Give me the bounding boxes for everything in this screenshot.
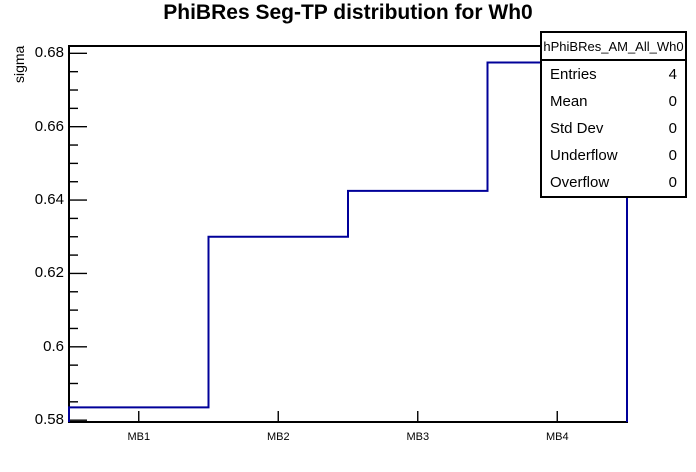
stats-row-value: 0 [668,120,677,137]
y-tick-label: 0.62 [34,264,64,282]
x-tick-label: MB1 [127,431,151,443]
y-tick-label: 0.64 [34,191,64,209]
stats-row-value: 0 [668,147,677,164]
stats-row-label: Std Dev [550,120,604,137]
stats-row-value: 0 [668,174,677,191]
y-tick-label: 0.66 [34,117,64,135]
plot-title: PhiBRes Seg-TP distribution for Wh0 [163,1,533,24]
y-tick-label: 0.68 [34,44,64,62]
stats-row-label: Overflow [550,174,610,191]
x-tick-label: MB3 [406,431,430,443]
stats-row-value: 0 [668,93,677,110]
stats-row-label: Underflow [550,147,618,164]
y-tick-label: 0.58 [34,411,64,429]
stats-rows: Entries 4 Mean 0 Std Dev 0 Underflow 0 Overflow 0 [542,61,685,196]
stats-row: Mean 0 [542,88,685,115]
stats-row-label: Entries [550,66,597,83]
stats-box[interactable]: hPhiBRes_AM_All_Wh0 Entries 4 Mean 0 Std Dev… [540,31,687,198]
stats-row: Overflow 0 [542,169,685,196]
stats-row-label: Mean [550,93,588,110]
x-tick-label: MB4 [545,431,569,443]
y-tick-label: 0.6 [43,337,64,355]
stats-box-title: hPhiBRes_AM_All_Wh0 [542,33,685,61]
x-tick-label: MB2 [266,431,290,443]
stats-row-value: 4 [668,66,677,83]
stats-row: Std Dev 0 [542,115,685,142]
stats-row: Entries 4 [542,61,685,88]
stats-row: Underflow 0 [542,142,685,169]
